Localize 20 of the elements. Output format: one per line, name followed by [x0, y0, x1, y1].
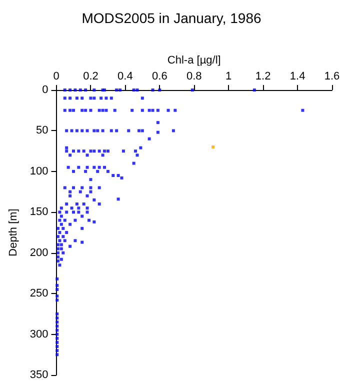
- y-tick-label: 0: [42, 84, 48, 96]
- y-tick-label: 100: [30, 165, 48, 178]
- y-tick-label: 50: [36, 124, 48, 137]
- y-tick-label: 350: [30, 369, 48, 381]
- x-tick-label: 1: [226, 70, 232, 82]
- x-tick-label: 0.8: [186, 70, 202, 82]
- x-axis-title: Chl-a [µg/l]: [167, 54, 221, 66]
- x-tick-label: 0.6: [152, 70, 168, 82]
- y-tick-label: 200: [30, 246, 48, 259]
- x-tick-label: 0: [53, 70, 60, 82]
- x-tick-label: 1.2: [255, 70, 271, 82]
- y-tick-label: 250: [30, 288, 48, 300]
- y-axis-title: Depth [m]: [8, 208, 20, 256]
- y-tick-label: 150: [30, 206, 48, 218]
- chart-title: MODS2005 in January, 1986: [82, 10, 262, 26]
- x-tick-label: 1.4: [290, 70, 306, 82]
- x-tick-label: 1.6: [324, 70, 340, 82]
- x-tick-label: 0.2: [83, 70, 98, 82]
- x-tick-label: 0.4: [118, 70, 133, 82]
- y-tick-label: 300: [30, 328, 48, 340]
